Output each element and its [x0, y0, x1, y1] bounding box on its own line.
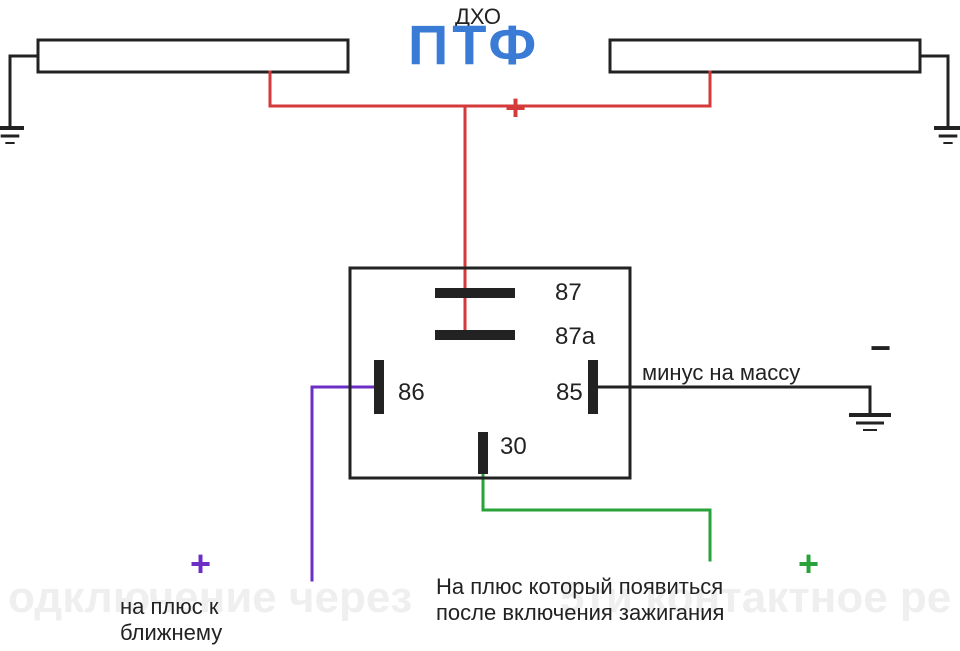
page-title: ПТФ: [408, 13, 540, 76]
pin-p85-label: 85: [556, 379, 583, 406]
pin-p87-label: 87: [555, 279, 582, 306]
plus-red: +: [505, 87, 526, 128]
sign-minus_mass: −: [870, 327, 891, 368]
pin-p87a-label: 87а: [555, 323, 596, 350]
sign-plus_purple: +: [190, 543, 211, 584]
sign-plus_green: +: [798, 543, 819, 584]
desc-purple-line-0: на плюс к: [120, 594, 219, 619]
pin-p30-bar: [478, 432, 488, 474]
pin-p86-label: 86: [398, 379, 425, 406]
pin-p86-bar: [374, 360, 384, 414]
desc-green-line-0: На плюс который появиться: [436, 574, 723, 599]
pin-p87-bar: [435, 288, 515, 298]
desc-green-line-1: после включения зажигания: [436, 600, 724, 625]
pin-p30-label: 30: [500, 433, 527, 460]
desc-purple-line-1: ближнему: [120, 620, 222, 645]
pin-p87a-bar: [435, 330, 515, 340]
pin-p85-bar: [588, 360, 598, 414]
desc-mass-line-0: минус на массу: [642, 360, 800, 385]
